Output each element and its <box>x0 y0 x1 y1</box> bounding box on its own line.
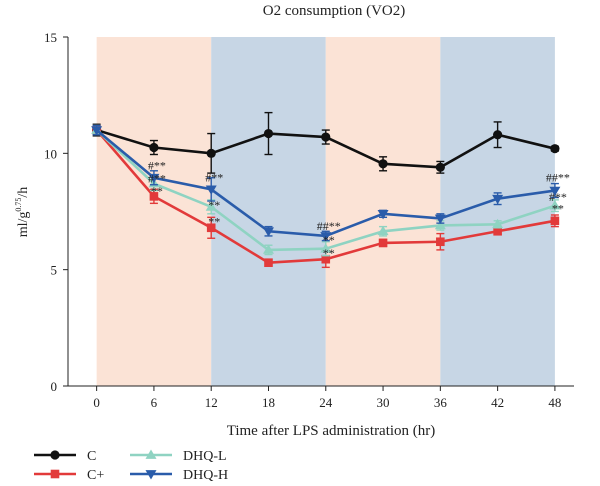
legend-item-DHQ-H: DHQ-H <box>130 468 228 483</box>
significance-mark-5: ** <box>208 214 220 228</box>
point-DHQ-L-24 <box>320 243 332 253</box>
x-axis: 0 6 12 18 24 30 36 42 48 <box>68 385 574 410</box>
annotations: #**#****#****** ##******##**#**** <box>148 159 570 260</box>
point-C-6 <box>149 142 159 153</box>
legend-marker-DHQ-L <box>145 449 157 459</box>
legend: C C+ DHQ-L DHQ-H <box>34 449 228 483</box>
x-tick-label-42: 42 <box>491 395 504 410</box>
legend-item-DHQ-L: DHQ-L <box>130 449 227 464</box>
point-DHQ-H-30 <box>377 209 389 220</box>
point-DHQ-H-6 <box>148 173 160 184</box>
legend-label-C: C <box>87 449 96 464</box>
point-C+-24 <box>321 254 331 264</box>
significance-mark-1: #** <box>148 171 166 185</box>
point-C+-6 <box>149 192 159 201</box>
significance-mark-11: ** <box>552 202 564 216</box>
y-axis-label-superscript: 0.75 <box>14 198 23 212</box>
point-C-42 <box>493 130 503 140</box>
point-C+-12 <box>206 223 216 233</box>
y-axis-label-main: ml/g <box>16 212 31 238</box>
legend-label-DHQ-L: DHQ-L <box>183 449 227 464</box>
significance-mark-0: #** <box>148 159 166 173</box>
shaded-band-1 <box>211 37 326 386</box>
significance-mark-7: ** <box>323 233 335 247</box>
significance-mark-8: ** <box>323 246 335 260</box>
point-DHQ-H-48 <box>549 186 561 197</box>
legend-label-DHQ-H: DHQ-H <box>183 468 228 483</box>
significance-mark-10: #** <box>549 190 567 204</box>
significance-mark-2: ** <box>151 184 163 198</box>
x-tick-label-6: 6 <box>151 395 158 410</box>
y-axis-label-tail: /h <box>16 187 31 198</box>
point-C+-18 <box>264 258 273 267</box>
point-DHQ-H-36 <box>434 214 446 224</box>
x-tick-label-12: 12 <box>205 395 218 410</box>
x-tick-label-30: 30 <box>377 395 390 410</box>
point-DHQ-L-18 <box>262 244 274 254</box>
legend-item-C: C <box>34 449 96 464</box>
legend-label-C+: C+ <box>87 468 104 483</box>
legend-item-C+: C+ <box>34 468 104 483</box>
y-axis: 0 5 10 15 <box>44 30 69 394</box>
point-C-48 <box>550 144 560 154</box>
point-DHQ-L-48 <box>549 200 561 210</box>
x-tick-label-24: 24 <box>319 395 333 410</box>
shaded-bands <box>96 37 555 386</box>
y-tick-label-10: 10 <box>44 146 57 161</box>
significance-mark-3: #** <box>205 170 223 184</box>
point-DHQ-H-42 <box>492 194 504 205</box>
series-DHQ-H <box>91 124 561 242</box>
point-DHQ-H-24 <box>320 232 332 242</box>
point-C+-36 <box>436 237 445 247</box>
point-DHQ-H-12 <box>205 185 217 195</box>
point-C-30 <box>378 159 388 169</box>
point-C-12 <box>206 148 216 158</box>
legend-marker-DHQ-H <box>145 470 157 480</box>
y-tick-label-15: 15 <box>44 30 57 45</box>
point-DHQ-L-30 <box>377 225 389 236</box>
x-tick-label-36: 36 <box>434 395 448 410</box>
legend-marker-C+ <box>50 469 60 479</box>
point-DHQ-L-12 <box>205 201 217 211</box>
y-tick-label-0: 0 <box>51 379 58 394</box>
x-tick-label-0: 0 <box>93 395 100 410</box>
point-C-36 <box>435 162 445 172</box>
point-C+-42 <box>493 226 502 236</box>
series-lines <box>91 111 561 269</box>
x-tick-label-48: 48 <box>548 395 561 410</box>
y-tick-label-5: 5 <box>51 263 58 278</box>
x-axis-label: Time after LPS administration (hr) <box>227 423 436 439</box>
point-DHQ-L-36 <box>434 219 446 230</box>
chart-title: O2 consumption (VO2) <box>263 3 406 19</box>
point-DHQ-H-0 <box>91 126 103 136</box>
point-C-18 <box>263 128 274 139</box>
significance-mark-6: ##** <box>317 219 341 233</box>
shaded-band-0 <box>96 37 212 386</box>
point-C+-48 <box>550 216 560 226</box>
point-DHQ-H-18 <box>262 227 274 237</box>
point-DHQ-L-42 <box>492 218 504 229</box>
significance-mark-9: ##** <box>546 170 570 184</box>
significance-mark-4: ** <box>208 198 220 212</box>
legend-marker-C <box>50 450 60 460</box>
y-axis-label: ml/g0.75/h <box>14 187 31 238</box>
point-C-24 <box>321 132 331 142</box>
point-C+-30 <box>378 238 388 248</box>
x-tick-label-18: 18 <box>262 395 275 410</box>
